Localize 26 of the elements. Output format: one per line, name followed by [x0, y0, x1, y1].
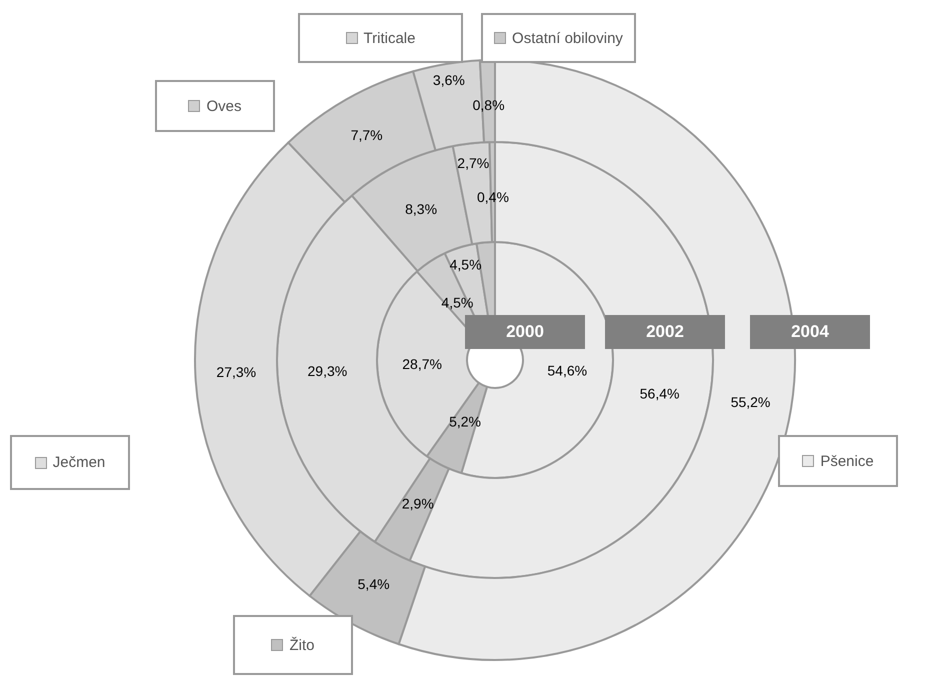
data-label: 54,6% [547, 362, 588, 379]
data-label: 29,3% [308, 363, 348, 380]
data-label: 5,2% [449, 414, 482, 430]
data-label: 4,5% [441, 294, 474, 311]
legend-label: Žito [289, 636, 314, 654]
data-label: 8,3% [405, 201, 438, 218]
data-label: 4,5% [450, 256, 482, 272]
data-label: 2,9% [402, 496, 434, 512]
slice-label: 2004 [750, 315, 870, 349]
slice-label: 2002 [605, 315, 725, 349]
legend-label: Triticale [364, 30, 416, 46]
slice-label: 2000 [465, 315, 585, 349]
data-label: 55,2% [730, 394, 770, 410]
data-label: 3,6% [432, 72, 465, 88]
legend-label: Oves [206, 98, 242, 114]
data-label: 0,4% [476, 189, 509, 206]
legend-label: Pšenice [820, 452, 874, 470]
data-label: 5,4% [358, 576, 390, 592]
data-label: 0,8% [472, 97, 505, 114]
data-label: 56,4% [640, 386, 680, 402]
legend-label: Ječmen [52, 454, 106, 471]
data-label: 7,7% [350, 127, 383, 144]
data-label: 2,7% [457, 155, 490, 172]
data-label: 28,7% [402, 356, 442, 372]
data-label: 27,3% [216, 364, 256, 380]
legend-label: Ostatní obiloviny [512, 30, 623, 46]
